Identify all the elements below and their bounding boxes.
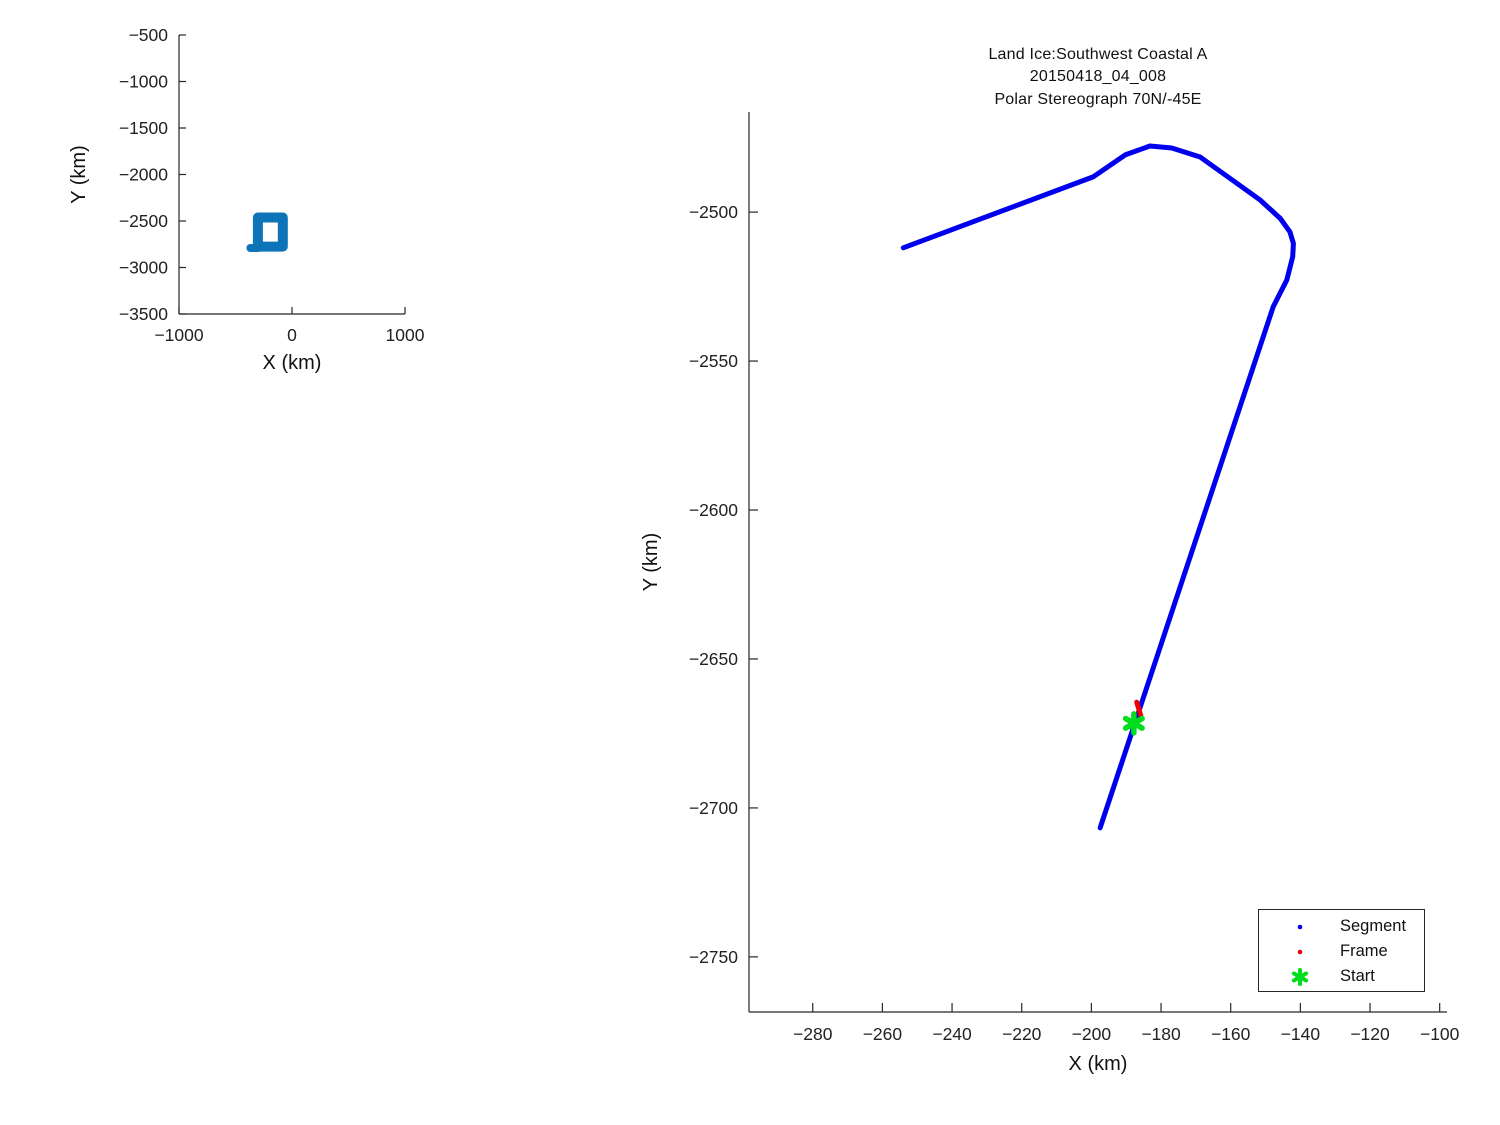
x-tick-label: −100 bbox=[1420, 1024, 1460, 1044]
y-tick-label: −2500 bbox=[689, 202, 738, 222]
x-axis-label: X (km) bbox=[263, 352, 322, 374]
dot-icon bbox=[1297, 924, 1303, 929]
y-tick-label: −3000 bbox=[119, 258, 168, 278]
track-plot: −280 −260 −240 −220 −200 −180 −160 −140 −120 −100… bbox=[640, 112, 1460, 1075]
x-tick-label: −240 bbox=[932, 1024, 972, 1044]
segment-track bbox=[900, 143, 1296, 831]
x-axis-label: X (km) bbox=[1069, 1053, 1128, 1075]
chart-title-line-2: 20150418_04_008 bbox=[1029, 68, 1167, 86]
x-tick-label: −140 bbox=[1281, 1024, 1321, 1044]
x-tick-label: −180 bbox=[1141, 1024, 1181, 1044]
y-tick-label: −2550 bbox=[689, 351, 738, 371]
legend-segment-marker-icon bbox=[1288, 915, 1312, 939]
legend-label: Start bbox=[1340, 967, 1375, 985]
legend-row-start: Start bbox=[1259, 964, 1424, 989]
y-tick-label: −2700 bbox=[689, 798, 738, 818]
y-tick-label: −2500 bbox=[119, 211, 168, 231]
overview-plot: −1000 0 1000 −500 −1000 −1500 −2000 −2500 −3000 −… bbox=[68, 25, 425, 374]
x-tick-label: −200 bbox=[1072, 1024, 1112, 1044]
frame-track bbox=[1134, 699, 1144, 719]
chart-title: Land Ice:Southwest Coastal A 20150418_04… bbox=[749, 44, 1447, 111]
x-tick-label: −280 bbox=[793, 1024, 833, 1044]
x-tick-label: 0 bbox=[287, 325, 297, 345]
x-tick-label: −160 bbox=[1211, 1024, 1251, 1044]
legend-label: Segment bbox=[1340, 917, 1407, 935]
x-tick-label: −120 bbox=[1350, 1024, 1390, 1044]
legend-row-frame: Frame bbox=[1259, 939, 1424, 964]
chart-title-line-3: Polar Stereograph 70N/-45E bbox=[994, 90, 1202, 108]
y-tick-label: −1500 bbox=[119, 118, 168, 138]
legend-label: Frame bbox=[1340, 942, 1388, 960]
start-marker-stroke bbox=[1122, 715, 1145, 731]
y-axis-label: Y (km) bbox=[640, 533, 662, 592]
x-tick-label: 1000 bbox=[386, 325, 425, 345]
x-tick-label: −1000 bbox=[154, 325, 203, 345]
y-tick-label: −2750 bbox=[689, 947, 738, 967]
legend-row-segment: Segment bbox=[1259, 914, 1424, 939]
coverage-box-outline bbox=[252, 212, 288, 252]
dot-icon bbox=[1297, 949, 1303, 954]
x-tick-label: −260 bbox=[863, 1024, 903, 1044]
legend-frame-marker-icon bbox=[1288, 940, 1312, 964]
legend-dot bbox=[1297, 924, 1303, 929]
y-axis-label: Y (km) bbox=[68, 145, 90, 204]
legend-box: Segment Frame Start bbox=[1258, 909, 1425, 992]
chart-title-line-1: Land Ice:Southwest Coastal A bbox=[988, 46, 1208, 63]
y-tick-label: −2000 bbox=[119, 165, 168, 185]
legend-asterisk bbox=[1291, 967, 1309, 986]
x-tick-label: −220 bbox=[1002, 1024, 1042, 1044]
legend-asterisk-stroke bbox=[1291, 970, 1309, 983]
y-tick-label: −500 bbox=[129, 25, 169, 45]
y-tick-label: −2600 bbox=[689, 500, 738, 520]
y-tick-label: −1000 bbox=[119, 72, 168, 92]
legend-dot bbox=[1297, 949, 1303, 954]
legend-start-marker-icon bbox=[1288, 965, 1312, 989]
start-marker bbox=[1122, 711, 1145, 736]
asterisk-icon bbox=[1291, 967, 1309, 986]
y-tick-label: −3500 bbox=[119, 304, 168, 324]
y-tick-label: −2650 bbox=[689, 649, 738, 669]
